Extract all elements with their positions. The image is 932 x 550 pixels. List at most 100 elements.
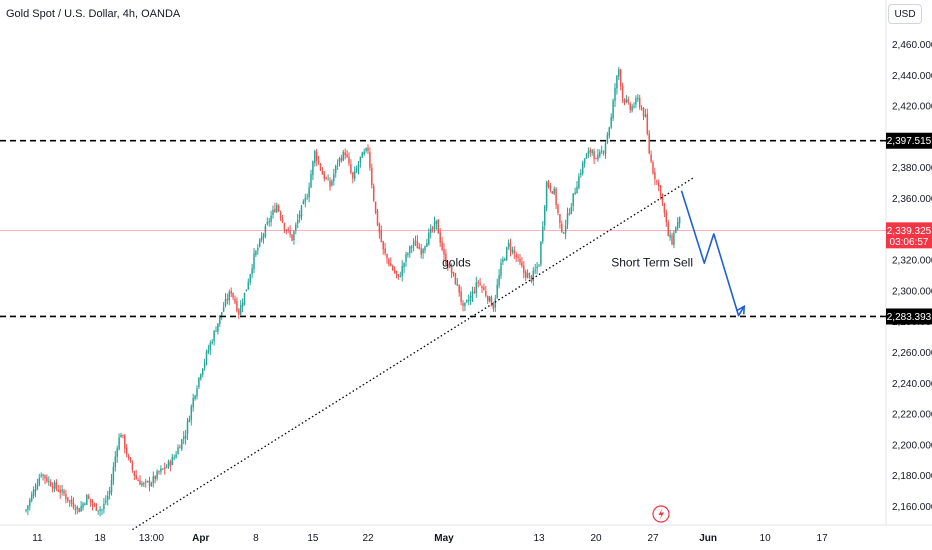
candle-body: [602, 152, 605, 154]
candle-body: [122, 434, 124, 436]
candle-body: [36, 484, 39, 490]
price-tick-label: 2,260.000: [892, 348, 932, 359]
price-axis[interactable]: 2,460.0002,440.0002,420.0002,400.0002,38…: [892, 40, 932, 513]
candle-body: [401, 265, 403, 277]
candle-body: [568, 213, 571, 215]
candle-body: [135, 475, 137, 480]
candle-body: [137, 479, 139, 482]
candle-body: [547, 181, 550, 187]
candle-body: [494, 298, 497, 308]
candle-body: [359, 156, 362, 163]
candle-body: [543, 206, 546, 226]
candle-body: [580, 173, 582, 175]
candle-body: [380, 231, 383, 242]
candle-body: [678, 216, 681, 224]
currency-selector[interactable]: USD: [888, 4, 922, 24]
candle-body: [521, 262, 523, 267]
candle-body: [283, 223, 286, 230]
candle-body: [542, 226, 544, 242]
candle-body: [48, 481, 50, 483]
candle-body: [296, 219, 299, 224]
candle-body: [363, 151, 365, 154]
candle-body: [38, 477, 41, 485]
time-tick-label: 22: [362, 533, 374, 544]
candle-body: [557, 204, 559, 214]
candle-body: [532, 270, 535, 282]
candle-body: [564, 225, 567, 234]
resistance-price-tag: [886, 132, 932, 149]
candle-body: [608, 127, 611, 136]
candle-body: [207, 349, 210, 353]
candle-body: [181, 439, 183, 450]
candle-body: [308, 187, 310, 198]
candle-body: [456, 283, 459, 286]
candle-body: [63, 490, 65, 494]
candle-body: [97, 510, 99, 512]
candle-body: [589, 149, 592, 153]
candle-body: [486, 296, 489, 301]
candle-body: [143, 483, 145, 485]
candle-body: [595, 158, 597, 160]
current-price-tag: [886, 222, 932, 249]
candle-body: [87, 496, 90, 499]
candle-body: [319, 163, 322, 171]
candle-body: [317, 160, 320, 163]
time-tick-label: 13:00: [139, 533, 164, 544]
candle-body: [460, 291, 462, 302]
candle-body: [409, 246, 411, 254]
time-axis[interactable]: 11 18 13:00 Apr 8 15 22 May 13 20 27 Jun 10 17: [32, 533, 828, 544]
candle-body: [393, 269, 396, 273]
candle-body: [226, 299, 229, 301]
candle-body: [376, 211, 379, 225]
candle-body: [331, 180, 333, 186]
resistance-price-label: 2,397.515: [887, 136, 932, 147]
candle-body: [105, 500, 107, 503]
support-price-label: 2,283.393: [887, 312, 932, 323]
candle-body: [519, 258, 521, 263]
candle-body: [355, 168, 358, 173]
candle-body: [255, 250, 257, 256]
candle-body: [445, 253, 447, 265]
candle-body: [336, 163, 339, 165]
candle-body: [91, 501, 94, 505]
candle-body: [481, 286, 483, 288]
candle-body: [57, 489, 60, 492]
candle-body: [34, 488, 37, 492]
candle-body: [397, 274, 400, 277]
candle-body: [300, 205, 303, 217]
time-tick-label: 15: [307, 533, 319, 544]
candle-body: [566, 213, 569, 225]
candle-body: [433, 222, 436, 230]
candle-body: [667, 222, 669, 237]
candle-body: [279, 212, 282, 219]
price-tick-label: 2,220.000: [892, 410, 932, 421]
candle-body: [496, 284, 498, 298]
candle-body: [350, 164, 352, 173]
candle-body: [369, 152, 371, 168]
candle-body: [234, 298, 236, 303]
candle-body: [146, 481, 149, 483]
candle-body: [118, 437, 120, 450]
candle-body: [614, 87, 616, 101]
price-tick-label: 2,360.000: [892, 194, 932, 205]
candle-body: [583, 158, 586, 164]
candle-body: [574, 192, 576, 195]
candle-body: [412, 241, 415, 246]
candle-body: [289, 230, 291, 235]
candle-body: [323, 173, 326, 180]
candle-body: [507, 242, 510, 247]
candle-body: [477, 282, 479, 284]
candle-body: [258, 239, 261, 247]
candle-body: [637, 97, 639, 100]
candle-body: [443, 248, 445, 255]
candle-body: [629, 103, 631, 110]
candle-body: [469, 296, 472, 301]
candle-body: [515, 254, 517, 258]
lightning-icon[interactable]: [652, 505, 670, 523]
time-tick-label: Jun: [699, 533, 717, 544]
candle-body: [399, 275, 402, 277]
candle-body: [114, 456, 117, 468]
candle-body: [116, 448, 118, 457]
candle-body: [198, 377, 200, 387]
